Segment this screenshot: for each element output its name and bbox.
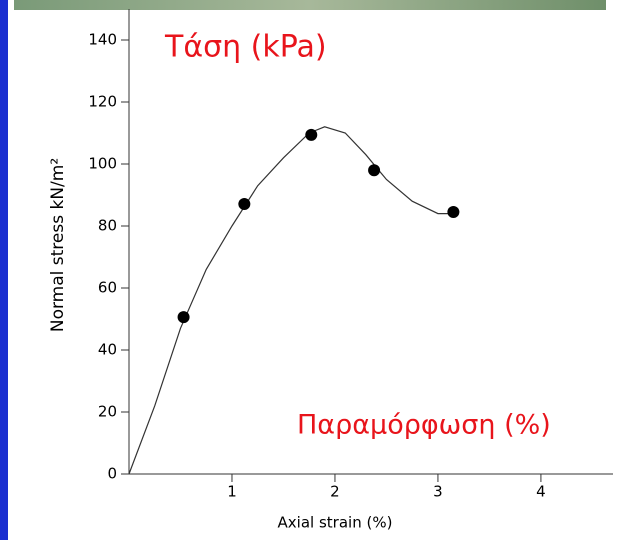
x-tick-label: 4 xyxy=(536,483,546,501)
chart-title: Τάση (kPa) xyxy=(164,30,327,65)
x-tick-label: 1 xyxy=(227,483,237,501)
y-tick-label: 100 xyxy=(88,155,117,173)
y-tick-label: 0 xyxy=(107,465,117,483)
y-tick-label: 20 xyxy=(98,403,117,421)
y-axis-label: Normal stress kN/m² xyxy=(48,158,68,332)
x-axis-label: Axial strain (%) xyxy=(278,514,393,532)
data-point xyxy=(178,311,190,323)
side-bar xyxy=(0,0,8,540)
annotation: Παραμόρφωση (%) xyxy=(297,410,551,441)
data-point xyxy=(368,164,380,176)
x-tick-label: 3 xyxy=(433,483,443,501)
data-point xyxy=(238,198,250,210)
photo-strip xyxy=(14,0,606,10)
data-point xyxy=(447,206,459,218)
chart: Τάση (kPa) Παραμόρφωση (%) Axial strain … xyxy=(0,0,634,540)
y-tick-label: 40 xyxy=(98,341,117,359)
data-point xyxy=(305,129,317,141)
y-tick-label: 60 xyxy=(98,279,117,297)
y-tick-label: 140 xyxy=(88,31,117,49)
y-tick-label: 120 xyxy=(88,93,117,111)
y-tick-label: 80 xyxy=(98,217,117,235)
x-tick-label: 2 xyxy=(330,483,340,501)
